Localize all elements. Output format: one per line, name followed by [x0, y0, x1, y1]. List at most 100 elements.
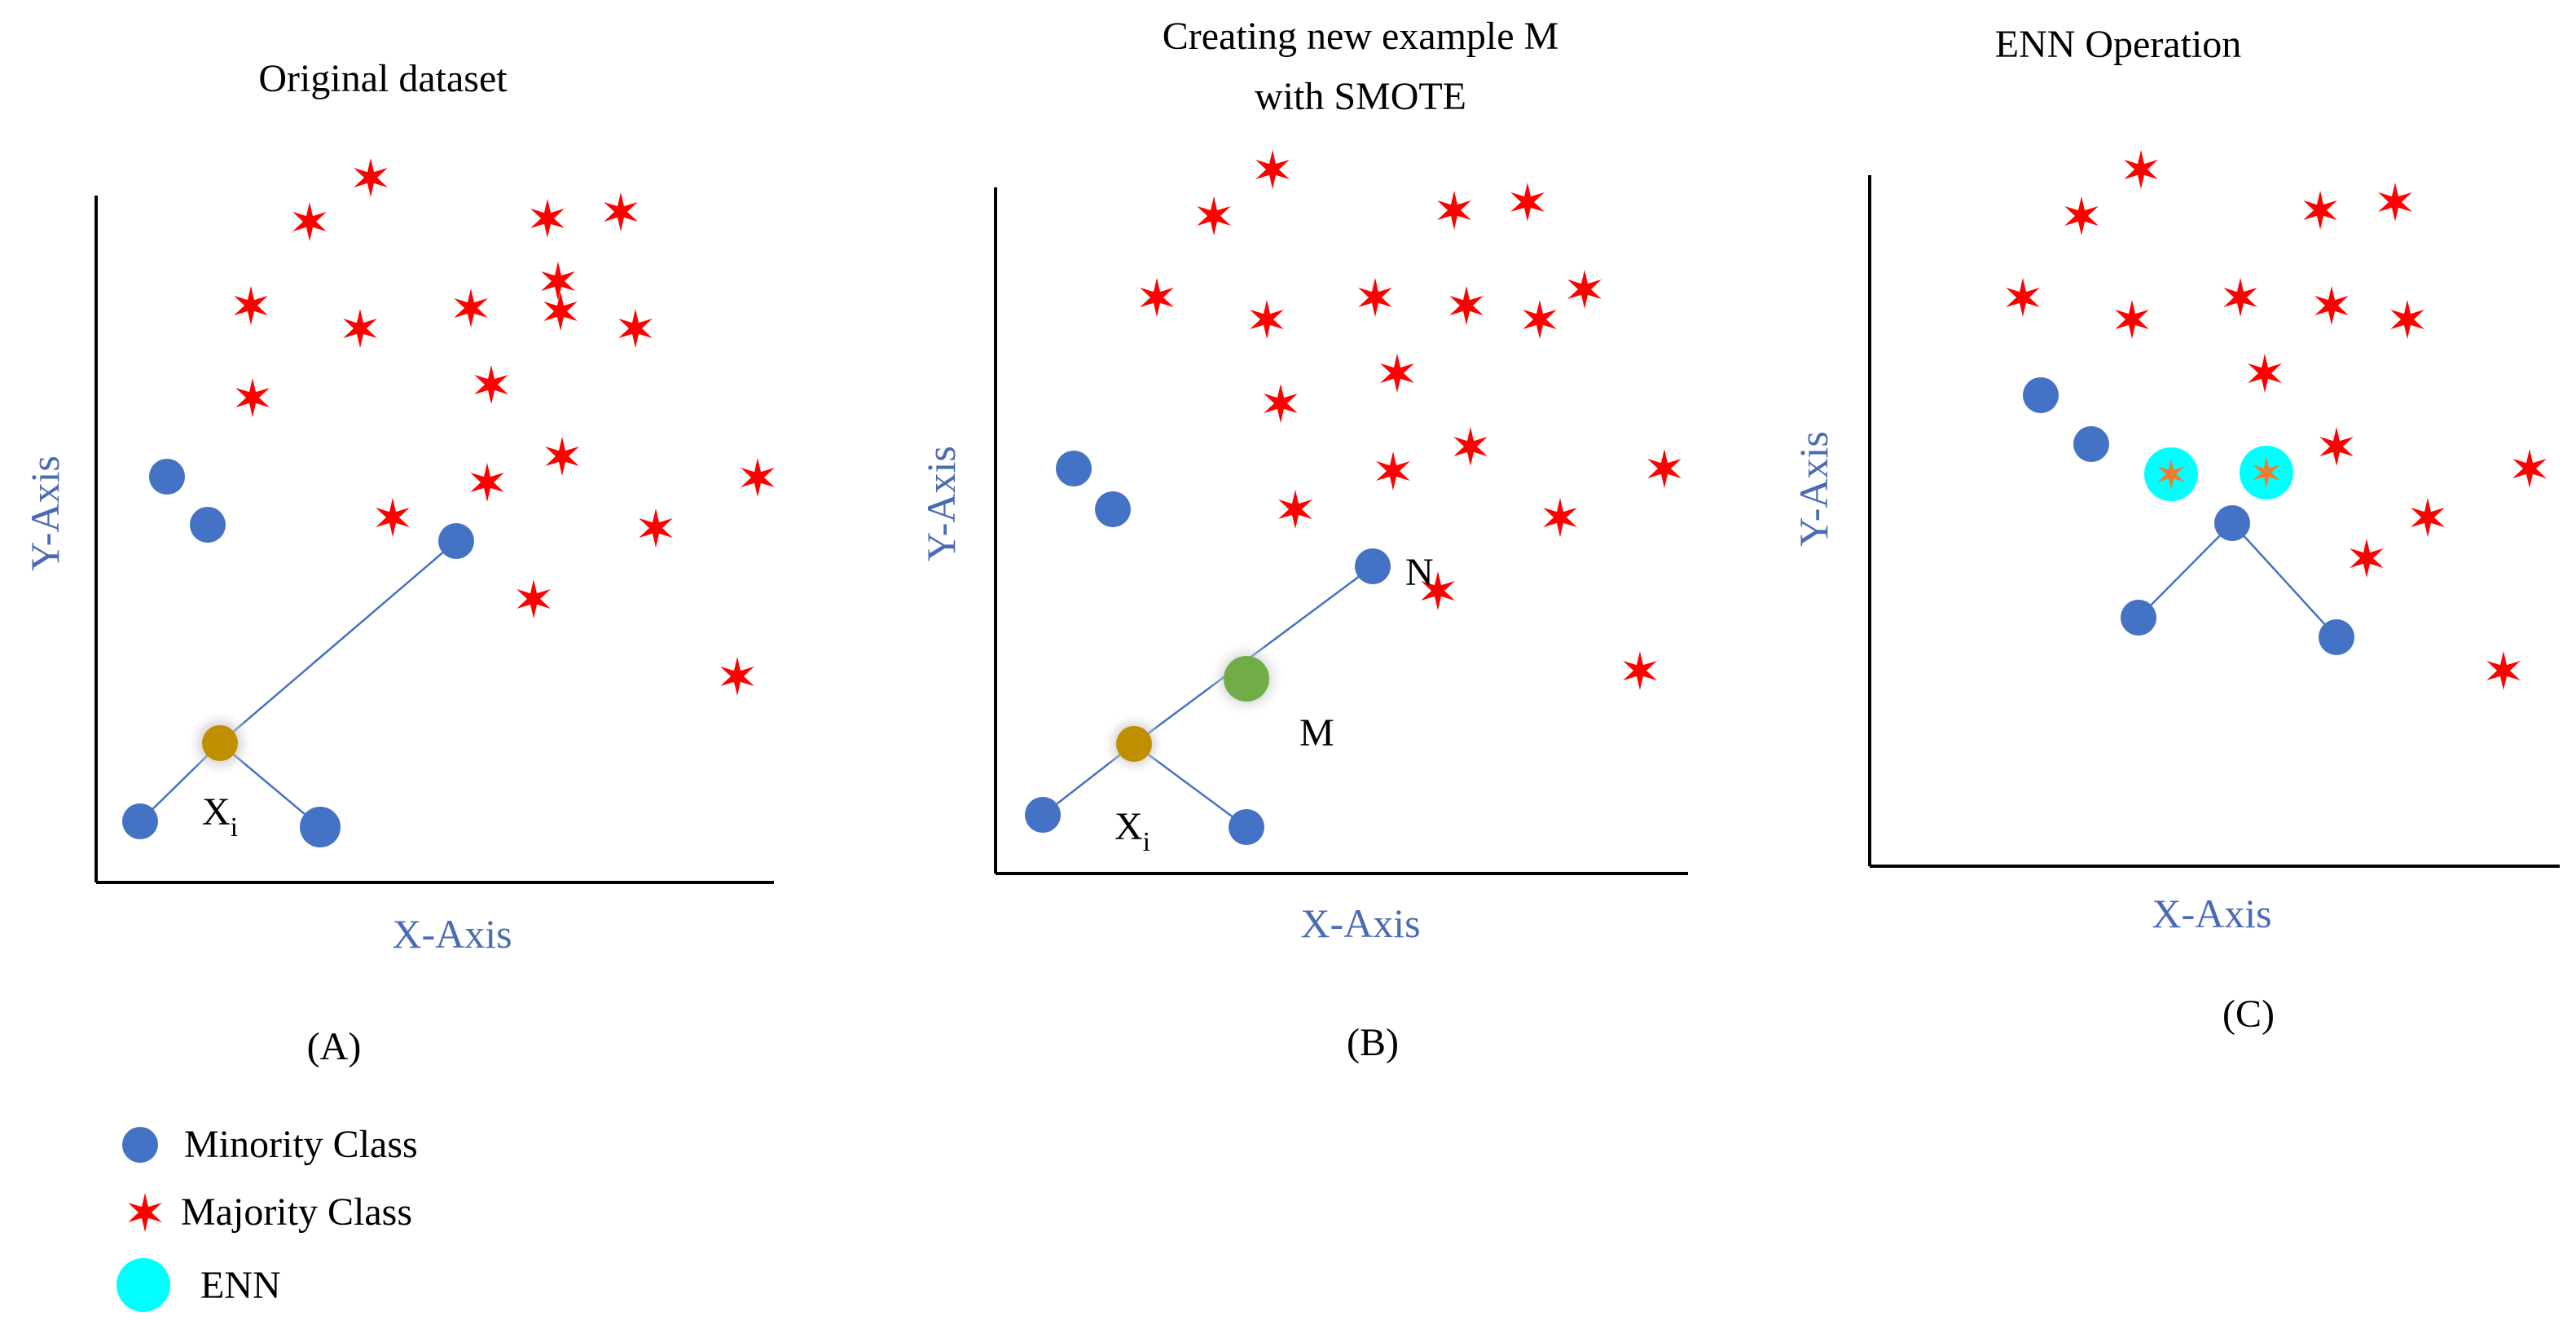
- majority-star: [354, 158, 388, 197]
- legend-enn-swatch: [116, 1258, 170, 1312]
- panel-b-minority-points: [1025, 451, 1391, 845]
- panel-b-y-axis-label: Y-Axis: [918, 446, 964, 561]
- minority-point: [438, 523, 474, 559]
- majority-star: [128, 1193, 162, 1232]
- majority-star: [2223, 278, 2257, 317]
- majority-star: [1453, 427, 1488, 466]
- majority-star: [1250, 300, 1284, 339]
- majority-star: [2486, 651, 2521, 690]
- majority-star: [541, 262, 575, 301]
- panel-original-dataset: Original dataset X-Axis Y-Axis Xi (A): [22, 57, 775, 1068]
- legend-majority-swatch: [128, 1193, 162, 1232]
- panel-c-x-axis-label: X-Axis: [2152, 891, 2271, 936]
- panel-c-title: ENN Operation: [1995, 23, 2242, 66]
- minority-point: [2023, 377, 2059, 413]
- panel-b-n-label: N: [1405, 551, 1434, 594]
- panel-enn-operation: ENN Operation X-Axis Y-Axis (C): [1791, 23, 2560, 1036]
- majority-star: [604, 192, 638, 231]
- majority-star: [543, 292, 578, 331]
- panel-a-x-axis-label: X-Axis: [392, 911, 512, 957]
- panel-c-enn-majority-points: [2157, 456, 2280, 491]
- majority-star: [1140, 278, 1174, 317]
- majority-star: [1421, 571, 1455, 610]
- majority-star: [1623, 651, 1657, 690]
- panel-a-y-axis-label: Y-Axis: [22, 455, 68, 571]
- majority-star: [545, 437, 579, 476]
- minority-point: [2214, 505, 2250, 541]
- legend-enn-label: ENN: [200, 1264, 281, 1307]
- majority-star: [376, 498, 410, 537]
- minority-point: [2073, 426, 2109, 462]
- majority-star: [1255, 150, 1290, 189]
- majority-star: [2248, 354, 2282, 393]
- majority-star: [530, 199, 565, 238]
- majority-star: [235, 378, 270, 417]
- majority-star: [2006, 278, 2040, 317]
- majority-star: [2303, 191, 2337, 230]
- minority-point: [2121, 600, 2156, 636]
- majority-star: [2115, 300, 2149, 339]
- majority-star: [618, 309, 653, 348]
- panel-b-title-line-2: with SMOTE: [1255, 75, 1466, 118]
- majority-star: [1380, 354, 1414, 393]
- panel-c-y-axis-label: Y-Axis: [1791, 431, 1836, 547]
- majority-star: [639, 508, 673, 548]
- majority-star: [343, 309, 377, 348]
- panel-b-selected-point: [1116, 726, 1152, 762]
- majority-star: [2319, 427, 2354, 466]
- panel-b-majority-points: [1140, 150, 1681, 690]
- majority-star: [1523, 300, 1557, 339]
- majority-star: [1437, 191, 1471, 230]
- majority-star: [2512, 449, 2547, 488]
- majority-star: [2350, 539, 2384, 578]
- majority-star: [454, 288, 488, 328]
- majority-star: [1543, 498, 1577, 537]
- legend: Minority Class Majority Class ENN: [116, 1123, 418, 1312]
- panel-a-selected-point: [202, 725, 238, 761]
- majority-star: [2157, 458, 2185, 491]
- minority-point: [149, 459, 185, 495]
- panel-a-caption: (A): [307, 1025, 362, 1068]
- majority-star: [2411, 498, 2445, 537]
- panel-a-title: Original dataset: [258, 57, 508, 100]
- panel-a-majority-points: [234, 158, 775, 696]
- panel-a-minority-points: [122, 459, 474, 847]
- minority-point: [300, 807, 341, 847]
- minority-point: [1355, 548, 1391, 584]
- majority-star: [1449, 286, 1484, 325]
- panel-b-x-axis-label: X-Axis: [1300, 900, 1420, 946]
- panel-b-title-line-1: Creating new example M: [1163, 15, 1559, 58]
- panel-smote: Creating new example M with SMOTE X-Axis…: [918, 15, 1688, 1064]
- majority-star: [1197, 196, 1231, 235]
- panel-c-minority-points: [2023, 377, 2354, 655]
- panel-b-m-label: M: [1299, 711, 1334, 755]
- legend-minority-label: Minority Class: [184, 1123, 418, 1166]
- panel-b-synthetic-point: [1224, 656, 1269, 702]
- majority-star: [2378, 183, 2412, 222]
- panel-a-neighbor-lines: [139, 540, 457, 828]
- minority-point: [2319, 619, 2354, 655]
- panel-b-neighbor-lines: [1042, 565, 1374, 829]
- panel-c-neighbor-lines: [2138, 522, 2337, 638]
- majority-star: [470, 463, 504, 502]
- panel-b-caption: (B): [1347, 1021, 1399, 1064]
- majority-star: [1278, 490, 1312, 529]
- majority-star: [2314, 286, 2349, 325]
- majority-star: [1264, 384, 1298, 423]
- majority-star: [234, 286, 268, 325]
- majority-star: [2390, 300, 2424, 339]
- majority-star: [1358, 278, 1392, 317]
- majority-star: [2064, 196, 2099, 235]
- panel-b-xi-label: Xi: [1114, 805, 1150, 857]
- majority-star: [2253, 456, 2280, 489]
- majority-star: [292, 202, 327, 241]
- majority-star: [474, 365, 508, 404]
- majority-star: [741, 458, 775, 497]
- minority-point: [190, 507, 226, 543]
- majority-star: [1376, 451, 1410, 491]
- majority-star: [517, 579, 551, 618]
- majority-star: [720, 657, 754, 696]
- majority-star: [2124, 150, 2158, 189]
- panel-a-xi-label: Xi: [202, 790, 238, 843]
